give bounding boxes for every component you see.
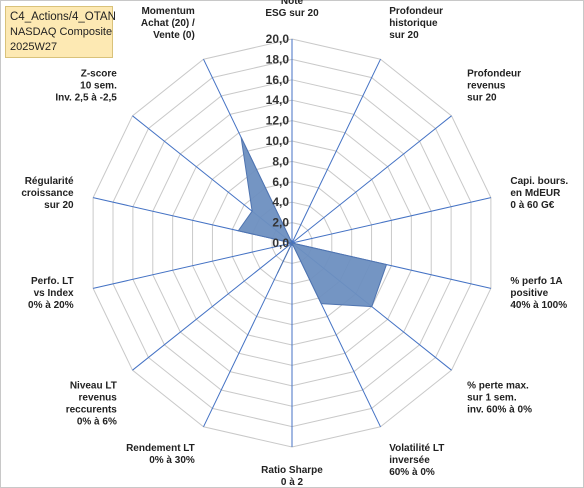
axis-label: Z-score 10 sem. Inv. 2,5 à -2,5: [55, 68, 117, 103]
axis-label: % perfo 1A positive 40% à 100%: [510, 276, 567, 311]
r-tick-label: 0,0: [272, 236, 289, 250]
r-tick-label: 16,0: [266, 73, 290, 87]
radar-spoke: [291, 58, 381, 244]
title-line-1: C4_Actions/4_OTAN: [10, 11, 116, 23]
axis-label: % perte max. sur 1 sem. inv. 60% à 0%: [467, 381, 532, 416]
radar-spoke: [203, 242, 293, 428]
radar-spokes: [93, 39, 491, 447]
axis-label: Ratio Sharpe 0 à 2: [261, 465, 323, 488]
chart-title-box: C4_Actions/4_OTAN NASDAQ Composite 2025W…: [5, 6, 116, 58]
title-line-3: 2025W27: [10, 41, 58, 53]
axis-label: Perfo. LT vs Index 0% à 20%: [28, 276, 74, 311]
axis-label: Rendement LT 0% à 30%: [126, 443, 195, 466]
r-tick-label: 14,0: [266, 93, 290, 107]
radar-spoke: [93, 242, 293, 289]
radar-series: [237, 137, 388, 308]
axis-label: Niveau LT revenus reccurents 0% à 6%: [66, 381, 118, 428]
axis-label: Régularité croissance sur 20: [21, 176, 74, 211]
axis-label: Capi. bours. en MdEUR 0 à 60 G€: [510, 176, 568, 211]
axis-label: Momentum Achat (20) / Vente (0): [141, 6, 195, 41]
r-tick-label: 18,0: [266, 52, 290, 66]
radar-spoke: [291, 115, 452, 244]
r-tick-label: 10,0: [266, 134, 290, 148]
title-line-2: NASDAQ Composite: [10, 26, 113, 38]
radar-axis-labels: Note ESG sur 20 Profondeur historique sur 20…: [21, 0, 568, 488]
radar-spoke: [132, 242, 293, 371]
radar-series-area: [237, 137, 388, 308]
radar-spoke: [291, 197, 491, 244]
axis-label: Note ESG sur 20: [265, 0, 319, 19]
axis-label: Volatilité LT inversée 60% à 0%: [389, 443, 444, 478]
r-tick-label: 12,0: [266, 114, 290, 128]
axis-label: Profondeur historique sur 20: [389, 6, 443, 41]
r-tick-label: 4,0: [272, 195, 289, 209]
r-tick-label: 20,0: [266, 32, 290, 46]
r-tick-label: 8,0: [272, 154, 289, 168]
r-tick-label: 2,0: [272, 216, 289, 230]
radar-tick-labels: 0,0 2,0 4,0 6,0 8,0 10,0 12,0 14,0 16,0 18,0 20,0: [266, 32, 290, 250]
r-tick-label: 6,0: [272, 175, 289, 189]
axis-label: Profondeur revenus sur 20: [467, 68, 521, 103]
